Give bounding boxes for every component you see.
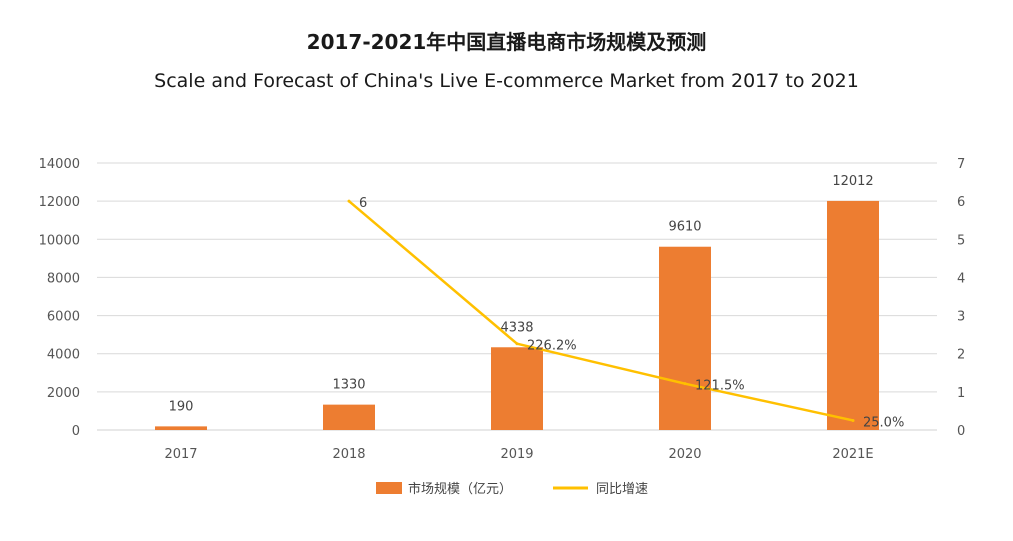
bar-value-label: 190 [169, 399, 194, 414]
y-left-tick-label: 8000 [47, 271, 80, 286]
x-tick-label: 2021E [832, 447, 873, 462]
y-left-tick-label: 2000 [47, 386, 80, 401]
bar-value-label: 4338 [500, 320, 533, 335]
bar-value-label: 9610 [668, 220, 701, 235]
x-tick-label: 2020 [668, 447, 701, 462]
line-point [851, 418, 855, 422]
legend-bar-label: 市场规模（亿元） [408, 481, 512, 497]
y-right-tick-label: 2 [957, 348, 965, 363]
bar-value-label: 1330 [332, 378, 365, 393]
x-tick-label: 2018 [332, 447, 365, 462]
line-value-label: 6 [359, 196, 367, 211]
chart-subtitle: Scale and Forecast of China's Live E-com… [154, 70, 859, 92]
line-point [347, 199, 351, 203]
y-right-tick-label: 1 [957, 386, 965, 401]
line-point [515, 342, 519, 346]
y-left-tick-label: 10000 [39, 233, 80, 248]
y-right-tick-label: 0 [957, 424, 965, 439]
growth-rate-line [348, 200, 854, 422]
y-left-tick-label: 4000 [47, 348, 80, 363]
legend-line-label: 同比增速 [596, 482, 648, 497]
legend-bar-swatch [376, 482, 402, 494]
y-left-tick-label: 14000 [39, 157, 80, 172]
line-value-label: 25.0% [863, 415, 904, 430]
y-right-tick-label: 4 [957, 271, 965, 286]
bar [491, 347, 543, 430]
bar-value-label: 12012 [832, 174, 873, 189]
y-right-tick-label: 7 [957, 157, 965, 172]
y-right-tick-label: 5 [957, 233, 965, 248]
line-point [683, 382, 687, 386]
y-right-tick-label: 6 [957, 195, 965, 210]
bar [827, 200, 879, 430]
y-right-tick-label: 3 [957, 310, 965, 325]
bar [659, 246, 711, 430]
line-value-label: 121.5% [695, 379, 745, 394]
y-left-tick-label: 12000 [39, 195, 80, 210]
x-tick-label: 2017 [164, 447, 197, 462]
bar [323, 404, 375, 430]
y-left-tick-label: 6000 [47, 310, 80, 325]
x-tick-label: 2019 [500, 447, 533, 462]
y-left-tick-label: 0 [72, 424, 80, 439]
line-value-label: 226.2% [527, 339, 577, 354]
chart-title: 2017-2021年中国直播电商市场规模及预测 [306, 30, 707, 54]
bar [155, 426, 207, 430]
